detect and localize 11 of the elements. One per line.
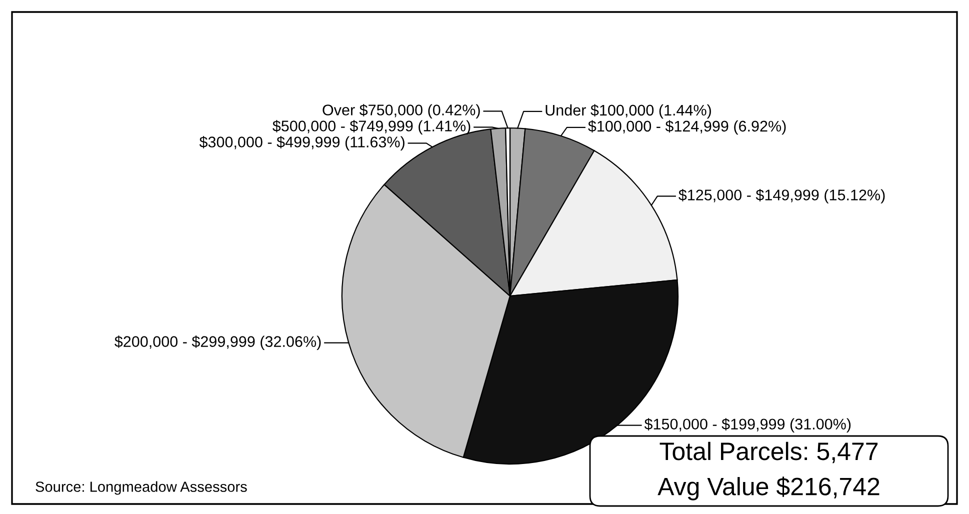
slice-label: $200,000 - $299,999 (32.06%) [114, 336, 321, 350]
slice-label: $125,000 - $149,999 (15.12%) [678, 188, 885, 204]
source-note: Source: Longmeadow Assessors [36, 481, 247, 495]
text: Total Parcels: 5,477 [660, 442, 878, 464]
slice-label: Under $100,000 (1.44%) [546, 104, 711, 119]
slice-label: $100,000 - $124,999 (6.92%) [588, 120, 786, 135]
text: Avg Value $216,742 [658, 476, 880, 500]
slice-label: $500,000 - $749,999 (1.41%) [272, 120, 470, 134]
slice-label: $300,000 - $499,999 (11.63%) [199, 136, 404, 150]
slice-label: Over $750,000 (0.42%) [322, 104, 480, 118]
slice-label: $150,000 - $199,999 (31.00%) [644, 418, 851, 433]
